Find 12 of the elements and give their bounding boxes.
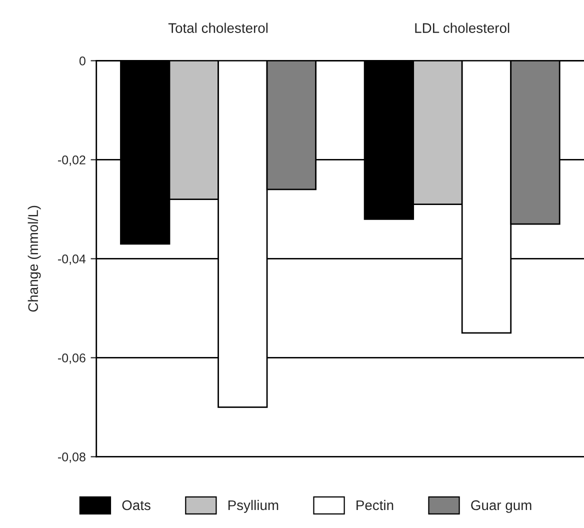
y-tick-label: -0,02 [58, 156, 86, 166]
legend-label: Pectin [356, 500, 394, 510]
y-tick-label: -0,04 [58, 254, 86, 265]
y-axis-title: Change (mmol/L) [28, 206, 41, 312]
y-tick-label: 0 [79, 56, 86, 66]
x-tick-label: Total cholesterol [168, 22, 268, 33]
legend-label: Psyllium [228, 500, 278, 513]
y-tick-label: -0,06 [58, 354, 86, 364]
legend-label: Guar gum [471, 500, 532, 513]
x-tick-label: LDL cholesterol [415, 22, 510, 33]
y-tick-label: -0,08 [58, 452, 86, 463]
legend-label: Oats [122, 500, 150, 510]
